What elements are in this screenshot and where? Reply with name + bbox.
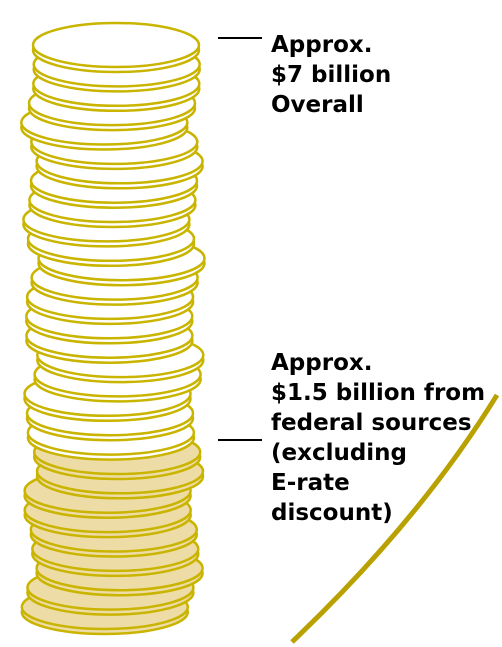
overall-funding-label: Approx. $7 billion Overall bbox=[271, 30, 391, 120]
federal-label-line-5: E-rate bbox=[271, 470, 350, 496]
overall-label-line-1: Approx. bbox=[271, 32, 373, 58]
federal-label-line-4: (excluding bbox=[271, 440, 408, 466]
federal-label-line-3: federal sources bbox=[271, 410, 472, 436]
curved-arc-line bbox=[290, 393, 500, 644]
overall-label-line-2: $7 billion bbox=[271, 62, 392, 88]
coin-stack bbox=[20, 21, 206, 636]
federal-label-line-1: Approx. bbox=[271, 350, 373, 376]
federal-funding-label: Approx. $1.5 billion from federal source… bbox=[271, 348, 485, 528]
federal-label-line-2: $1.5 billion from bbox=[271, 380, 486, 406]
coin-1 bbox=[31, 21, 201, 69]
federal-label-line-6: discount) bbox=[271, 500, 393, 526]
overall-label-line-3: Overall bbox=[271, 92, 364, 118]
